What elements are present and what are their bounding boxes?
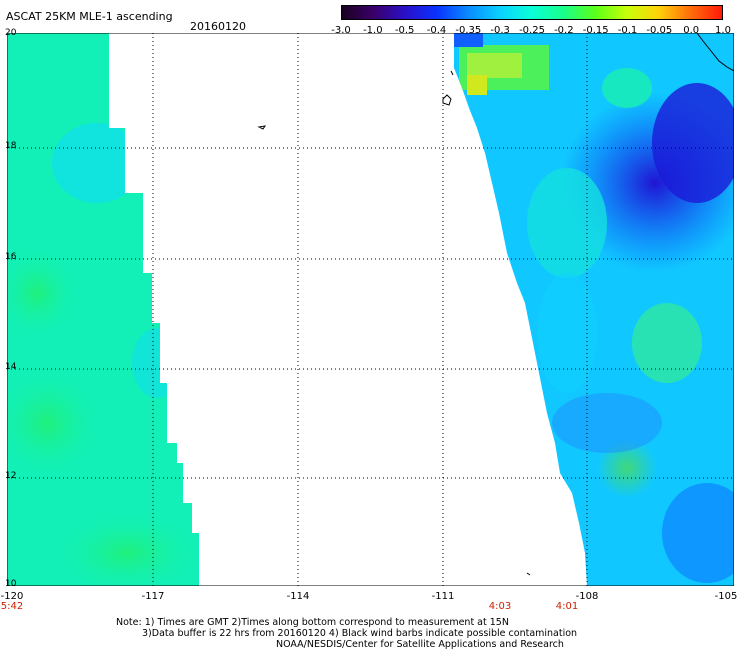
y-tick-14: 14: [5, 362, 17, 372]
colorbar-tick: -0.35: [455, 25, 482, 36]
right-swath: [454, 33, 734, 586]
y-tick-10: 10: [5, 579, 17, 589]
time-label-542: 5:42: [0, 601, 24, 612]
colorbar-tick: -0.5: [394, 25, 415, 36]
colorbar-tick-labels: -3.0 -1.0 -0.5 -0.4 -0.35 -0.3 -0.25 -0.2 -0.15-…: [328, 25, 738, 37]
colorbar-tick: -0.25: [519, 25, 545, 36]
x-tick-111: -111: [431, 591, 455, 602]
note-line-2: 3)Data buffer is 22 hrs from 20160120 4)…: [142, 628, 578, 639]
colorbar-tick: -0.3: [490, 25, 510, 36]
x-tick-108: -108: [575, 591, 599, 602]
lat-lon-grid: [7, 33, 734, 586]
note-line-3: NOAA/NESDIS/Center for Satellite Applica…: [276, 639, 564, 650]
swath-map: [7, 33, 734, 586]
colorbar-tick: -1.0: [363, 25, 383, 36]
left-swath: [7, 33, 199, 586]
colorbar-tick: 0.0: [683, 25, 700, 36]
colorbar-tick: -0.2: [554, 25, 574, 36]
product-title: ASCAT 25KM MLE-1 ascending: [6, 10, 173, 23]
colorbar-tick: -0.1: [617, 25, 638, 36]
colorbar-tick: -3.0: [331, 25, 351, 36]
x-tick-117: -117: [141, 591, 165, 602]
y-tick-18: 18: [5, 141, 17, 151]
time-label-403: 4:03: [488, 601, 512, 612]
note-line-1: Note: 1) Times are GMT 2)Times along bot…: [116, 617, 509, 628]
x-tick-105: -105: [714, 591, 738, 602]
coastline: [257, 33, 734, 576]
y-tick-12: 12: [5, 471, 17, 481]
y-tick-20: 20: [5, 28, 17, 38]
product-date: 20160120: [190, 20, 246, 33]
colorbar-tick: -0.05: [646, 25, 673, 36]
colorbar-tick: 1.0: [715, 25, 731, 36]
x-tick-120: -120: [0, 591, 24, 602]
y-tick-16: 16: [5, 252, 17, 262]
x-tick-114: -114: [286, 591, 310, 602]
colorbar-tick: -0.15: [582, 25, 609, 36]
colorbar: [341, 5, 723, 20]
time-label-401: 4:01: [555, 601, 579, 612]
colorbar-tick: -0.4: [426, 25, 447, 36]
